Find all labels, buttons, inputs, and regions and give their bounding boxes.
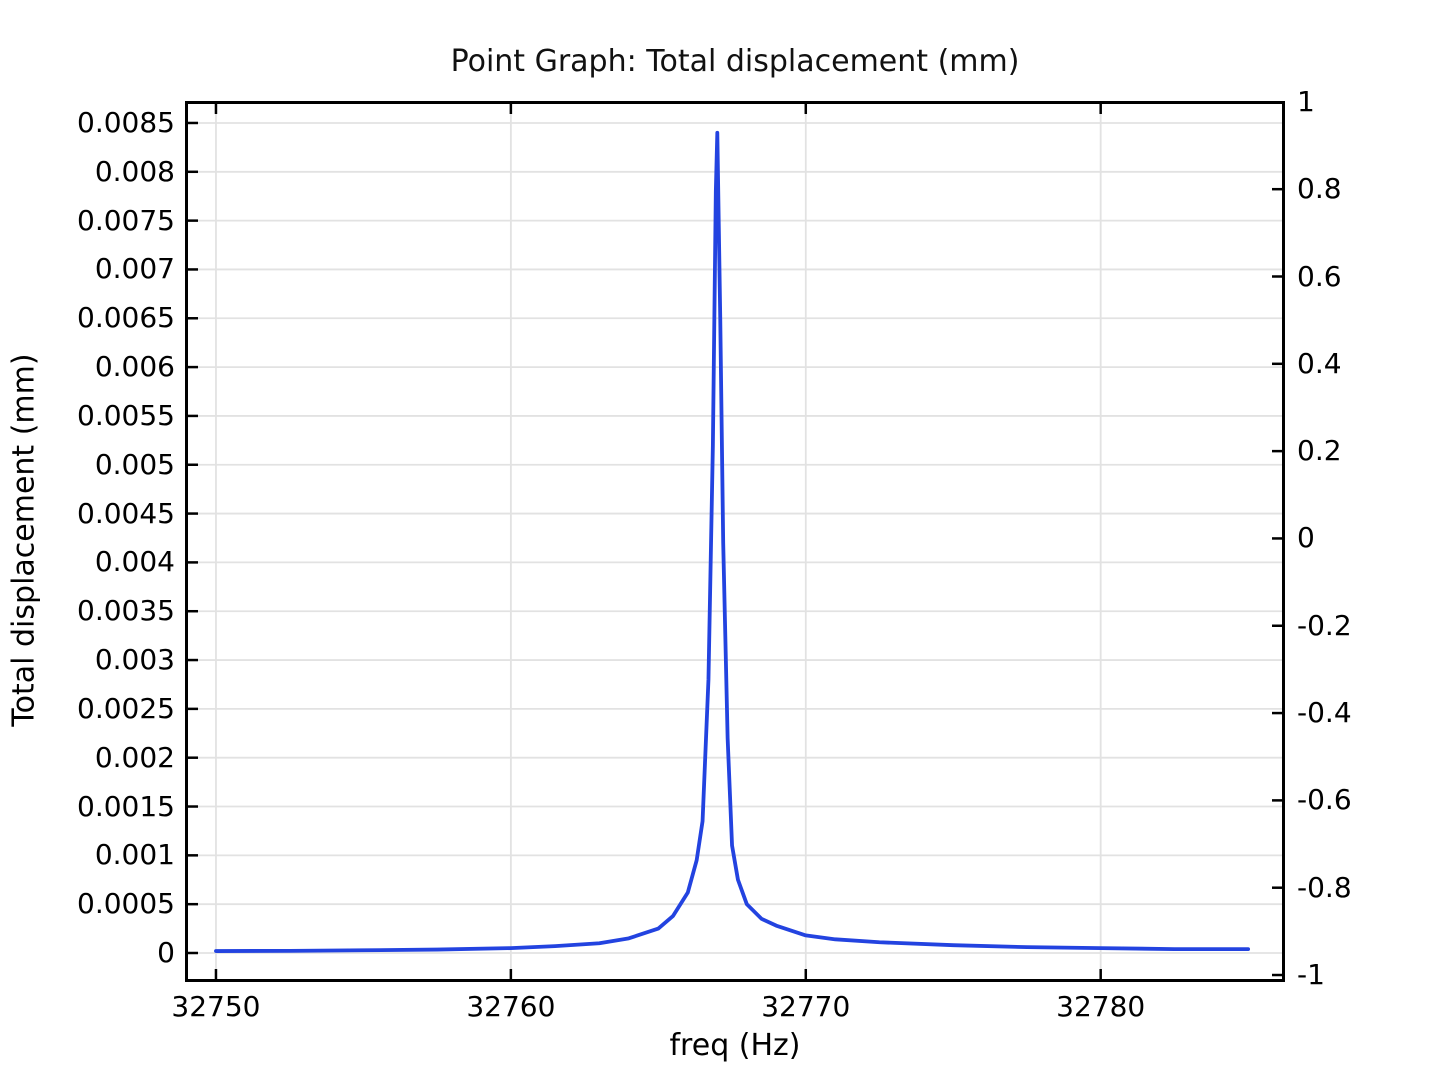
y-left-tick-label: 0.003: [94, 643, 175, 677]
x-tick-label: 32750: [171, 990, 261, 1023]
y-right-tick-label: 0.6: [1297, 259, 1342, 293]
x-tick-label: 32780: [1056, 990, 1146, 1023]
y-right-tick-label: -1: [1297, 958, 1325, 991]
chart-title: Point Graph: Total displacement (mm): [450, 44, 1020, 79]
y-right-tick-label: 0.2: [1297, 434, 1342, 468]
y-left-tick-label: 0.0035: [77, 594, 175, 628]
y-right-tick-label: -0.6: [1297, 783, 1352, 817]
plot-border: [185, 101, 1285, 982]
displacement-curve: [214, 130, 1251, 953]
y-left-tick-label: 0.006: [94, 350, 175, 384]
y-left-tick-label: 0.0065: [77, 301, 175, 335]
y-left-tick-label: 0.001: [94, 838, 175, 872]
y-right-tick-label: 1: [1297, 84, 1315, 118]
y-right-tick-label: 0.8: [1297, 172, 1342, 206]
y-left-tick-label: 0.0055: [77, 398, 175, 432]
y-left-tick-label: 0.0045: [77, 496, 175, 530]
y-right-tick-label: -0.2: [1297, 608, 1352, 642]
y-left-tick-label: 0.004: [94, 545, 175, 579]
y-left-tick-label: 0: [157, 935, 175, 969]
y-left-tick-label: 0.0085: [77, 105, 175, 139]
plot-area: [185, 101, 1285, 982]
y-right-tick-label: 0: [1297, 521, 1315, 555]
y-left-tick-label: 0.008: [94, 154, 175, 188]
y-right-tick-label: 0.4: [1297, 346, 1342, 380]
plot-canvas: [185, 101, 1285, 982]
y-left-tick-label: 0.0005: [77, 887, 175, 921]
y-left-tick-label: 0.007: [94, 252, 175, 286]
y-left-tick-label: 0.0015: [77, 789, 175, 823]
x-tick-label: 32760: [466, 990, 556, 1023]
y-right-tick-label: -0.4: [1297, 696, 1352, 730]
x-axis-title: freq (Hz): [669, 1028, 801, 1063]
y-left-tick-label: 0.002: [94, 740, 175, 774]
x-tick-label: 32770: [761, 990, 851, 1023]
y-left-tick-label: 0.0075: [77, 203, 175, 237]
y-right-tick-label: -0.8: [1297, 870, 1352, 904]
y-axis-title: Total displacement (mm): [6, 353, 42, 727]
y-left-tick-label: 0.005: [94, 447, 175, 481]
y-left-tick-label: 0.0025: [77, 691, 175, 725]
